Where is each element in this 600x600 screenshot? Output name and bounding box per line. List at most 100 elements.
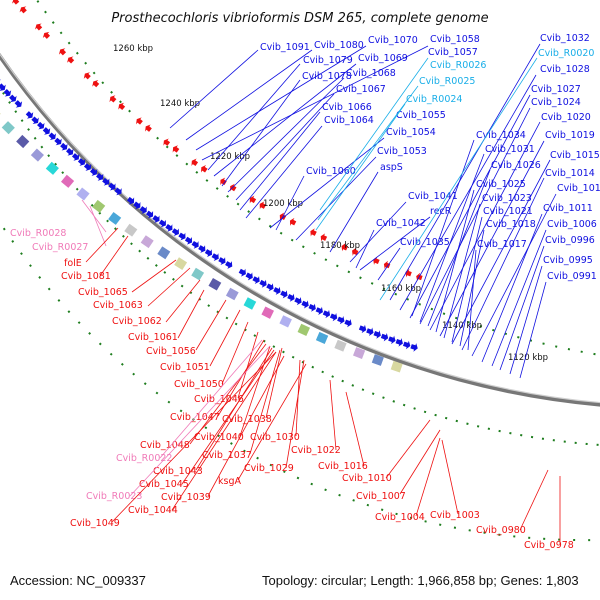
label-Cvib_1042[interactable]: Cvib_1042 xyxy=(376,218,426,229)
label-Cvib_1007[interactable]: Cvib_1007 xyxy=(356,491,406,502)
label-Cvib_1027[interactable]: Cvib_1027 xyxy=(531,84,581,95)
label-recR[interactable]: recR xyxy=(430,206,452,217)
label-Cvib_1014[interactable]: Cvib_1014 xyxy=(545,168,595,179)
label-Cvib_1006[interactable]: Cvib_1006 xyxy=(547,219,597,230)
label-Cvib_1035[interactable]: Cvib_1035 xyxy=(400,237,450,248)
label-Cvib_0980[interactable]: Cvib_0980 xyxy=(476,525,526,536)
label-Cvib_1070[interactable]: Cvib_1070 xyxy=(368,35,418,46)
label-Cvib_1064[interactable]: Cvib_1064 xyxy=(324,115,374,126)
label-Cvib_1079[interactable]: Cvib_1079 xyxy=(303,55,353,66)
label-Cvib_1011[interactable]: Cvib_1011 xyxy=(543,203,593,214)
label-Cvib_1065[interactable]: Cvib_1065 xyxy=(78,287,128,298)
label-Cvib_1056[interactable]: Cvib_1056 xyxy=(146,346,196,357)
label-Cvib_0991[interactable]: Cvib_0991 xyxy=(547,271,597,282)
label-Cvib_R0027[interactable]: Cvib_R0027 xyxy=(32,242,88,253)
label-Cvib_1051[interactable]: Cvib_1051 xyxy=(160,362,210,373)
label-Cvib_1032[interactable]: Cvib_1032 xyxy=(540,33,590,44)
label-Cvib_1044[interactable]: Cvib_1044 xyxy=(128,505,178,516)
label-Cvib_R0023[interactable]: Cvib_R0023 xyxy=(86,491,142,502)
label-Cvib_R0025[interactable]: Cvib_R0025 xyxy=(419,76,475,87)
label-Cvib_1020[interactable]: Cvib_1020 xyxy=(541,112,591,123)
label-Cvib_1069[interactable]: Cvib_1069 xyxy=(358,53,408,64)
label-Cvib_1066[interactable]: Cvib_1066 xyxy=(322,102,372,113)
label-Cvib_1048[interactable]: Cvib_1048 xyxy=(140,440,190,451)
label-Cvib_R0026[interactable]: Cvib_R0026 xyxy=(430,60,486,71)
label-Cvib_R0020[interactable]: Cvib_R0020 xyxy=(538,48,594,59)
label-Cvib_1039[interactable]: Cvib_1039 xyxy=(161,492,211,503)
cog-block xyxy=(174,257,188,270)
leader-line xyxy=(439,140,545,337)
label-folE[interactable]: folE xyxy=(64,258,82,269)
label-Cvib_1038[interactable]: Cvib_1038 xyxy=(222,414,272,425)
label-Cvib_1021[interactable]: Cvib_1021 xyxy=(483,206,533,217)
label-Cvib_1053[interactable]: Cvib_1053 xyxy=(377,146,427,157)
label-Cvib_1050[interactable]: Cvib_1050 xyxy=(174,379,224,390)
label-Cvib_1081[interactable]: Cvib_1081 xyxy=(61,271,111,282)
leader-line xyxy=(329,171,379,253)
label-Cvib_1028[interactable]: Cvib_1028 xyxy=(540,64,590,75)
label-Cvib_1058[interactable]: Cvib_1058 xyxy=(430,34,480,45)
label-ksgA[interactable]: ksgA xyxy=(218,476,241,487)
label-Cvib_R0022[interactable]: Cvib_R0022 xyxy=(116,453,172,464)
label-Cvib_1016[interactable]: Cvib_1016 xyxy=(318,461,368,472)
label-Cvib_1029[interactable]: Cvib_1029 xyxy=(244,463,294,474)
leader-line xyxy=(249,349,281,455)
label-Cvib_1018[interactable]: Cvib_1018 xyxy=(486,219,536,230)
cog-block xyxy=(124,223,138,237)
label-Cvib_1043[interactable]: Cvib_1043 xyxy=(153,466,203,477)
label-Cvib_1010[interactable]: Cvib_1010 xyxy=(342,473,392,484)
label-Cvib_1017[interactable]: Cvib_1017 xyxy=(477,239,527,250)
label-Cvib_1063[interactable]: Cvib_1063 xyxy=(93,300,143,311)
forward-strand-features xyxy=(0,78,418,352)
label-Cvib_1040[interactable]: Cvib_1040 xyxy=(194,432,244,443)
label-Cvib_1068[interactable]: Cvib_1068 xyxy=(346,68,396,79)
label-Cvib_1022[interactable]: Cvib_1022 xyxy=(291,445,341,456)
leader-line xyxy=(345,391,365,467)
label-Cvib_1055[interactable]: Cvib_1055 xyxy=(396,110,446,121)
label-Cvib_1026[interactable]: Cvib_1026 xyxy=(491,160,541,171)
label-Cvib_R0028[interactable]: Cvib_R0028 xyxy=(10,228,66,239)
label-Cvib_1061[interactable]: Cvib_1061 xyxy=(128,332,178,343)
label-Cvib_1025[interactable]: Cvib_1025 xyxy=(476,179,526,190)
label-Cvib_1037[interactable]: Cvib_1037 xyxy=(202,450,252,461)
leader-line xyxy=(355,229,375,269)
label-Cvib_1030[interactable]: Cvib_1030 xyxy=(250,432,300,443)
label-Cvib_0995[interactable]: Cvib_0995 xyxy=(543,255,593,266)
label-Cvib_1060[interactable]: Cvib_1060 xyxy=(306,166,356,177)
label-Cvib_1045[interactable]: Cvib_1045 xyxy=(139,479,189,490)
label-Cvib_1024[interactable]: Cvib_1024 xyxy=(531,97,581,108)
label-Cvib_1080[interactable]: Cvib_1080 xyxy=(314,40,364,51)
label-Cvib_1041[interactable]: Cvib_1041 xyxy=(408,191,458,202)
label-Cvib_1023[interactable]: Cvib_1023 xyxy=(482,193,532,204)
label-Cvib_1078[interactable]: Cvib_1078 xyxy=(302,71,352,82)
forward-gene-arrow xyxy=(322,309,331,319)
label-Cvib_1046[interactable]: Cvib_1046 xyxy=(194,394,244,405)
label-Cvib_1012[interactable]: Cvib_1012 xyxy=(557,183,600,194)
leader-line xyxy=(461,177,545,351)
label-leader-lines xyxy=(81,43,561,544)
leader-line xyxy=(201,45,429,161)
label-Cvib_1019[interactable]: Cvib_1019 xyxy=(545,130,595,141)
label-Cvib_1031[interactable]: Cvib_1031 xyxy=(485,144,535,155)
label-Cvib_1003[interactable]: Cvib_1003 xyxy=(430,510,480,521)
label-Cvib_1067[interactable]: Cvib_1067 xyxy=(336,84,386,95)
forward-gene-arrow xyxy=(60,142,68,151)
label-aspS[interactable]: aspS xyxy=(380,162,403,173)
forward-gene-arrow xyxy=(102,177,110,186)
leader-line xyxy=(159,339,263,459)
label-Cvib_1049[interactable]: Cvib_1049 xyxy=(70,518,120,529)
label-Cvib_1004[interactable]: Cvib_1004 xyxy=(375,512,425,523)
label-Cvib_1054[interactable]: Cvib_1054 xyxy=(386,127,436,138)
leader-line xyxy=(111,351,277,523)
label-Cvib_0978[interactable]: Cvib_0978 xyxy=(524,540,574,551)
label-Cvib_1062[interactable]: Cvib_1062 xyxy=(112,316,162,327)
label-Cvib_1057[interactable]: Cvib_1057 xyxy=(428,47,478,58)
label-Cvib_1015[interactable]: Cvib_1015 xyxy=(550,150,600,161)
forward-gene-arrow xyxy=(77,158,86,166)
label-Cvib_1091[interactable]: Cvib_1091 xyxy=(260,42,310,53)
label-Cvib_0996[interactable]: Cvib_0996 xyxy=(545,235,595,246)
forward-gene-arrow xyxy=(3,89,12,97)
reverse-gene-arrow xyxy=(19,6,27,14)
label-Cvib_R0024[interactable]: Cvib_R0024 xyxy=(406,94,462,105)
